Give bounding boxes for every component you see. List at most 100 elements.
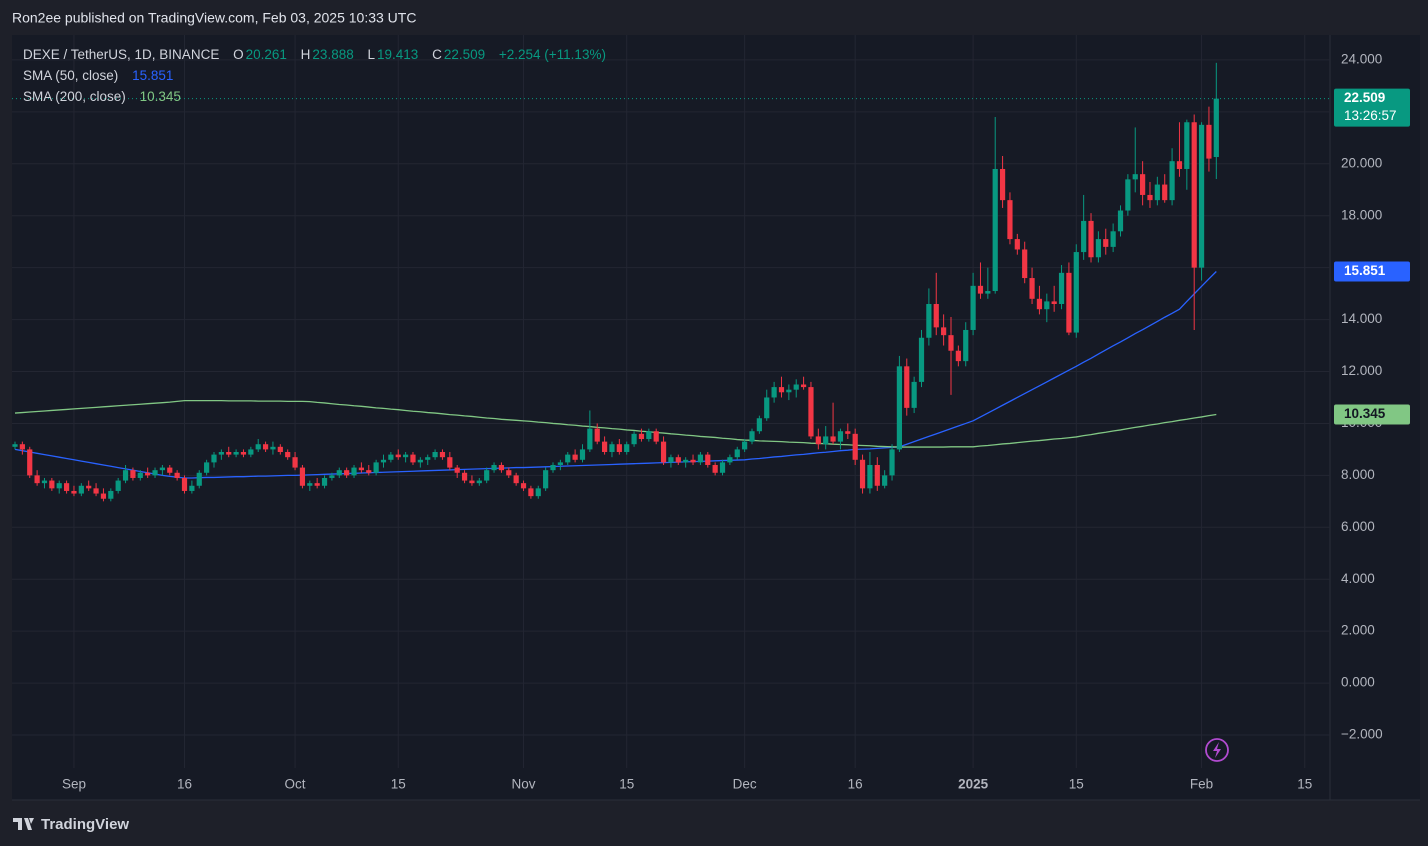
candle-body [351,467,357,476]
candle-body [1007,200,1013,240]
candle-body [1162,184,1168,201]
candle-body [299,467,306,486]
candle-body [955,350,961,362]
candle-body [631,433,637,445]
legend-row: DEXE / TetherUS, 1D, BINANCE O 20.261 H 23… [23,44,608,65]
candle-body [314,483,320,486]
candle-body [255,444,261,450]
candle-body [815,436,821,445]
candle-body [520,483,527,489]
ohlc-value: 20.261 [245,47,287,62]
candle-body [992,168,998,292]
candle-body [1176,161,1183,169]
candle-body [56,483,62,489]
candle-body [226,452,232,455]
candle-body [896,366,902,450]
candle-body [727,457,733,463]
candle-body [211,454,217,463]
candle-body [34,475,40,484]
change: +2.254 (+11.13%) [498,47,606,62]
ohlc-label: C [432,47,442,62]
candle-body [624,444,630,453]
candle-body [240,452,247,455]
candle-body [380,459,387,463]
candle-body [697,454,704,463]
candle-body [800,384,807,388]
candle-body [1029,278,1035,299]
candle-body [454,467,460,473]
candle-body [366,470,372,473]
plot [12,62,1219,502]
candle-body [461,472,468,481]
candle-body [837,431,844,442]
candle-body [1014,239,1020,250]
candle-body [1206,124,1212,159]
candle-body [742,441,748,450]
candle-body [1051,301,1057,305]
candle-body [1036,298,1043,310]
candle-body [388,454,394,460]
candle-body [218,452,224,455]
candle-body [852,433,858,460]
x-tick-label: 16 [177,777,192,792]
candle-body [71,490,77,494]
alert-icon [1205,738,1229,762]
candle-body [594,428,600,442]
x-tick-label: Feb [1190,777,1213,792]
x-tick-label: 15 [619,777,634,792]
candle-body [93,488,99,494]
candle-body [484,470,490,481]
y-tick-label: 8.000 [1341,467,1375,482]
candle-body [999,168,1006,201]
candle-body [86,485,92,489]
candle-body [292,457,298,468]
candle-body [498,464,505,471]
candle-body [1184,122,1190,169]
candle-body [12,444,18,447]
candle-body [1081,220,1087,253]
candle-body [108,490,114,499]
candle-body [660,441,667,463]
candle-body [358,467,364,471]
price-tag [1334,404,1410,425]
candle-body [948,335,954,351]
countdown: 13:26:57 [1344,108,1397,123]
candle-body [719,462,726,473]
candle-body [122,470,129,481]
y-tick-label: 20.000 [1341,155,1382,170]
candle-body [1022,249,1028,279]
alert-ring [1205,738,1229,762]
candle-body [712,464,718,473]
candle-body [145,472,151,476]
x-tick-label: 15 [1297,777,1312,792]
candle-body [248,449,254,455]
candle-body [270,446,276,450]
candle-body [963,329,969,362]
candle-body [690,459,696,463]
candle-body [1198,124,1205,268]
alert-bolt[interactable] [1213,742,1221,758]
candle-body [845,431,851,434]
candle-body [734,449,740,458]
price-tag [1334,261,1410,282]
brand: TradingView [41,816,129,833]
candle-body [985,291,991,294]
candle-body [285,452,291,458]
x-tick-label: Sep [62,777,86,792]
candle-body [115,480,121,491]
candle-body [793,384,799,390]
candle-body [1044,301,1050,310]
candle-body [395,454,401,458]
candle-body [277,446,283,453]
candle-body [756,418,762,432]
candle-body [1103,239,1109,247]
candle-body [174,472,180,478]
x-tick-label: Oct [285,777,306,792]
candle-body [911,381,917,408]
candle-body [867,464,873,489]
y-tick-label: 2.000 [1341,623,1375,638]
candle-body [1110,231,1116,247]
x-tick-label: 2025 [958,777,989,792]
candle-body [918,337,925,382]
